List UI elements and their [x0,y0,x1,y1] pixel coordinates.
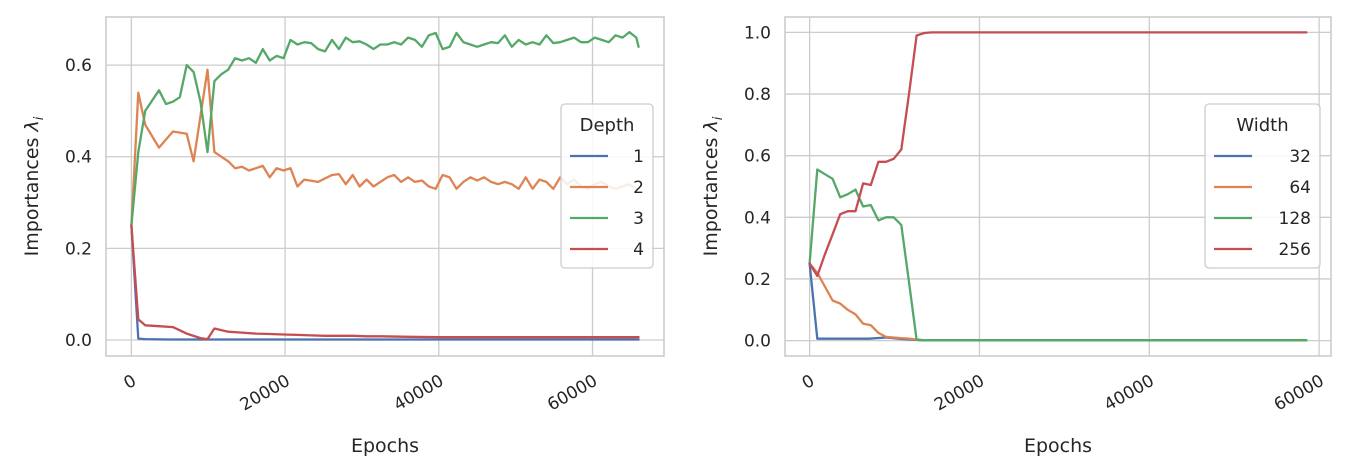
legend-label: 3 [633,209,644,229]
y-axis-label: Importances λi [21,116,47,256]
x-tick-label: 0 [799,371,818,394]
y-axis-label-subscript: i [711,116,726,120]
legend: Depth 1 2 3 4 [560,103,654,269]
chart-2: 0.0 0.2 0.4 0.6 0.8 1.0 0 20000 40000 60000 Epochs… [700,16,1332,457]
y-axis-label-subscript: i [32,116,47,120]
y-axis-label-text: Importances [21,132,43,257]
x-tick-label: 20000 [931,371,988,415]
y-tick-label: 0.0 [65,331,92,351]
series-line-3 [130,30,640,227]
legend-label: 32 [1289,147,1311,167]
legend-label: 128 [1279,209,1311,229]
y-tick-label: 1.0 [744,23,771,43]
y-axis-label-symbol: λ [21,120,43,132]
y-axis-label: Importances λi [700,116,726,256]
series-line-4 [130,224,640,341]
y-tick-label: 0.8 [744,85,771,105]
x-tick-label: 60000 [544,371,601,415]
series-line-128 [808,168,1308,342]
x-tick-label: 40000 [390,371,447,415]
chart-1: 0.0 0.2 0.4 0.6 0 20000 40000 60000 Epochs Import… [21,16,665,457]
plot-frame [105,16,665,357]
y-tick-label: 0.6 [65,56,92,76]
y-tick-label: 0.2 [65,239,92,259]
x-tick-label: 60000 [1271,371,1328,415]
y-axis-label-symbol: λ [700,120,722,132]
series-line-2 [130,68,638,227]
y-tick-label: 0.2 [744,270,771,290]
y-tick-label: 0.4 [744,208,771,228]
x-axis-label: Epochs [351,435,419,457]
plot-frame [784,16,1332,357]
y-axis-label-text: Importances [700,132,722,257]
legend-title: Width [1236,115,1288,136]
y-tick-label: 0.6 [744,147,771,167]
x-tick-label: 0 [120,371,139,394]
legend-box [1204,103,1321,269]
y-tick-label: 0.4 [65,148,92,168]
legend-title: Depth [580,115,635,136]
legend-label: 1 [633,147,644,167]
x-tick-label: 40000 [1101,371,1158,415]
y-tick-label: 0.0 [744,332,771,352]
legend-label: 2 [633,178,644,198]
x-tick-label: 20000 [237,371,294,415]
x-axis-label: Epochs [1024,435,1092,457]
series-line-256 [808,31,1308,278]
legend-label: 4 [633,240,644,260]
legend-label: 64 [1289,178,1311,198]
legend-label: 256 [1279,240,1311,260]
